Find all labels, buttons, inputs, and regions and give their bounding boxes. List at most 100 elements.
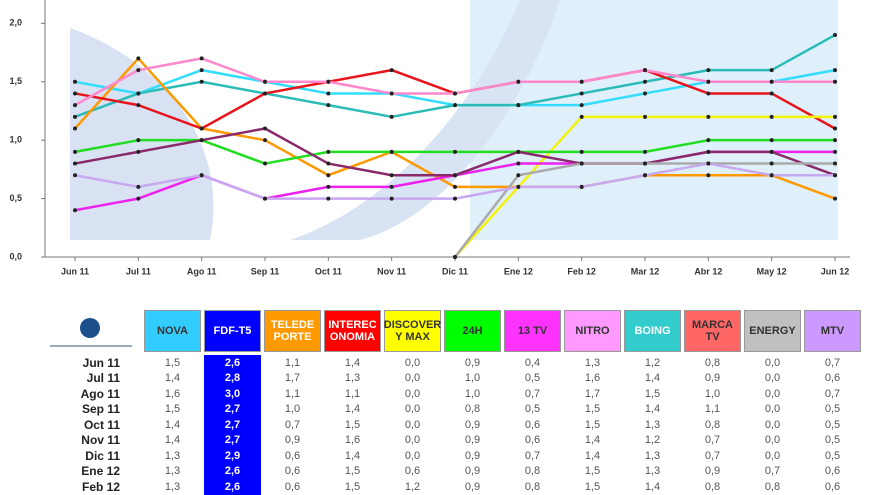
data-point bbox=[199, 138, 204, 143]
y-tick-label: 2,0 bbox=[9, 18, 22, 28]
table-cell: 1,3 bbox=[164, 449, 181, 462]
data-point bbox=[516, 161, 521, 166]
data-point bbox=[579, 114, 584, 119]
table-cell: 1,3 bbox=[644, 449, 661, 462]
table-cell: 0,6 bbox=[284, 449, 301, 462]
data-point bbox=[263, 161, 267, 166]
data-point bbox=[136, 184, 141, 189]
x-tick-label: Ago 11 bbox=[187, 266, 217, 276]
row-label: Ago 11 bbox=[80, 386, 120, 401]
table-cell: 0,6 bbox=[824, 480, 841, 493]
data-point bbox=[263, 138, 267, 143]
table-cell: 1,4 bbox=[344, 356, 361, 369]
table-cell: 1,5 bbox=[584, 403, 601, 416]
table-cell: 0,0 bbox=[764, 449, 781, 462]
column-highlight bbox=[204, 355, 261, 495]
data-point bbox=[73, 149, 77, 154]
data-point bbox=[326, 103, 331, 108]
x-tick-label: Jun 11 bbox=[61, 266, 89, 276]
background-swoosh bbox=[70, 28, 214, 240]
data-point bbox=[263, 79, 267, 84]
data-point bbox=[643, 79, 647, 84]
data-point bbox=[706, 68, 711, 73]
table-cell: 1,5 bbox=[164, 356, 181, 369]
data-point bbox=[326, 196, 331, 201]
data-point bbox=[706, 114, 711, 119]
x-tick-label: Ene 12 bbox=[504, 266, 533, 276]
table-cell: 0,8 bbox=[524, 480, 541, 493]
data-point bbox=[706, 161, 711, 166]
data-point bbox=[453, 196, 457, 201]
data-point bbox=[579, 161, 584, 166]
data-point bbox=[453, 184, 457, 189]
table-cell: 0,6 bbox=[524, 434, 541, 447]
data-point bbox=[833, 114, 837, 119]
y-tick-label: 0,0 bbox=[9, 251, 22, 261]
x-tick-label: Mar 12 bbox=[631, 266, 660, 276]
x-tick-label: Sep 11 bbox=[251, 266, 280, 276]
row-label: Feb 12 bbox=[81, 479, 120, 494]
table-cell: 0,9 bbox=[704, 465, 721, 478]
data-point bbox=[389, 68, 394, 73]
table-cell: 1,6 bbox=[164, 387, 181, 400]
data-point bbox=[73, 103, 77, 108]
background-panel bbox=[470, 0, 838, 240]
data-point bbox=[833, 79, 837, 84]
table-cell: 0,7 bbox=[764, 465, 781, 478]
table-cell: 0,9 bbox=[464, 465, 481, 478]
table-cell: 0,5 bbox=[524, 403, 541, 416]
data-point bbox=[73, 114, 77, 119]
table-cell: 0,9 bbox=[284, 434, 301, 447]
data-point bbox=[199, 56, 204, 61]
data-point bbox=[579, 103, 584, 108]
table-cell: 2,8 bbox=[224, 372, 241, 385]
table-cell: 0,0 bbox=[404, 403, 421, 416]
data-point bbox=[579, 91, 584, 96]
data-point bbox=[643, 114, 647, 119]
row-label: Jun 11 bbox=[82, 355, 120, 370]
column-header: FDF-T5 bbox=[204, 310, 261, 352]
data-point bbox=[73, 173, 77, 178]
data-point bbox=[136, 91, 141, 96]
table-cell: 0,8 bbox=[704, 356, 721, 369]
data-point bbox=[769, 173, 774, 178]
data-point bbox=[516, 184, 521, 189]
logo bbox=[50, 318, 132, 347]
data-point bbox=[199, 79, 204, 84]
table-cell: 1,3 bbox=[644, 418, 661, 431]
table-cell: 0,7 bbox=[824, 387, 841, 400]
data-point bbox=[136, 196, 141, 201]
table-cell: 1,4 bbox=[644, 480, 661, 493]
column-header: NITRO bbox=[564, 310, 621, 352]
y-tick-label: 1,0 bbox=[9, 135, 22, 145]
data-point bbox=[833, 173, 837, 178]
table-cell: 0,9 bbox=[464, 449, 481, 462]
data-point bbox=[643, 149, 647, 154]
data-point bbox=[516, 79, 521, 84]
data-point bbox=[389, 114, 394, 119]
data-point bbox=[516, 103, 521, 108]
table-cell: 3,0 bbox=[224, 387, 241, 400]
x-tick-label: Nov 11 bbox=[377, 266, 406, 276]
data-point bbox=[326, 173, 331, 178]
table-cell: 0,9 bbox=[704, 372, 721, 385]
row-label: Sep 11 bbox=[81, 402, 120, 417]
x-tick-label: Abr 12 bbox=[694, 266, 722, 276]
table-cell: 1,1 bbox=[284, 356, 301, 369]
table-cell: 1,5 bbox=[584, 418, 601, 431]
y-tick-label: 1,5 bbox=[9, 76, 22, 86]
table-cell: 0,5 bbox=[824, 418, 841, 431]
table-cell: 2,7 bbox=[224, 403, 241, 416]
table-cell: 1,4 bbox=[164, 372, 181, 385]
table-cell: 1,3 bbox=[164, 465, 181, 478]
table-cell: 2,6 bbox=[224, 480, 241, 493]
table-cell: 0,7 bbox=[284, 418, 301, 431]
data-point bbox=[136, 68, 141, 73]
column-header: INTEREC ONOMIA bbox=[324, 310, 381, 352]
table-cell: 1,0 bbox=[704, 387, 721, 400]
table-cell: 0,7 bbox=[704, 449, 721, 462]
background-swoosh bbox=[290, 0, 560, 240]
table-cell: 1,0 bbox=[464, 387, 481, 400]
table-cell: 1,5 bbox=[344, 465, 361, 478]
